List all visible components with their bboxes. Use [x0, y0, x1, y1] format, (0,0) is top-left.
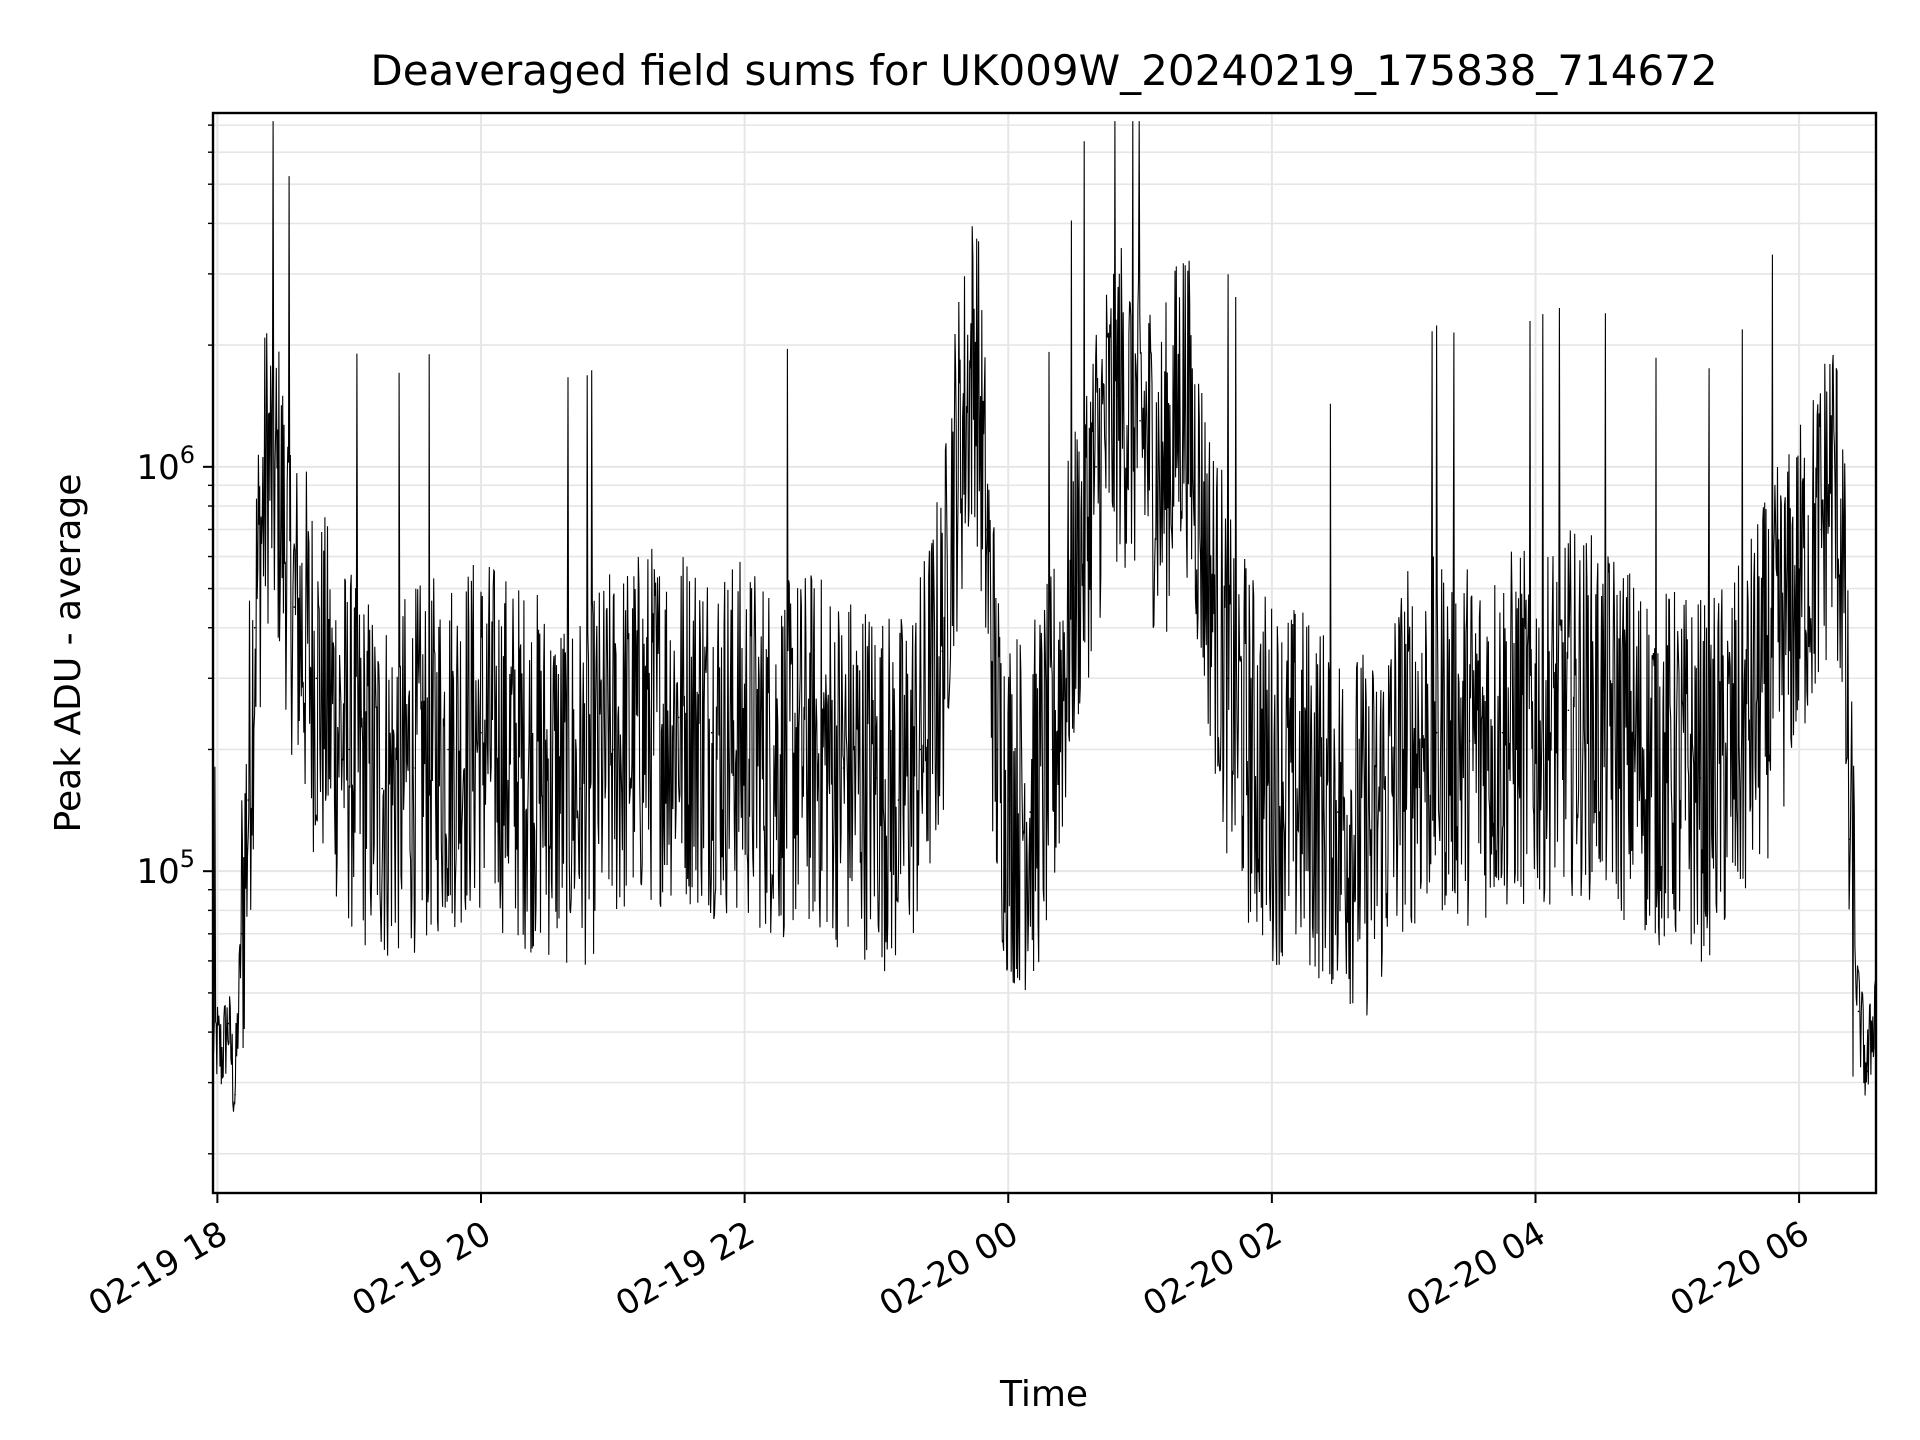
plot-area	[212, 121, 1877, 1112]
data-point	[1161, 484, 1163, 487]
data-point	[963, 420, 966, 422]
data-point	[776, 757, 779, 760]
data-point	[221, 1054, 223, 1057]
data-point	[1534, 724, 1537, 726]
data-point	[1073, 587, 1075, 590]
data-point	[1183, 383, 1185, 386]
y-tick-label: 105	[136, 845, 195, 892]
data-point	[315, 677, 318, 680]
data-point	[677, 716, 680, 719]
data-point	[267, 457, 269, 460]
data-point	[1227, 677, 1229, 680]
data-point	[1699, 777, 1702, 779]
data-point	[227, 1022, 230, 1025]
data-point	[234, 1093, 236, 1096]
data-point	[809, 748, 812, 751]
chart-title: Deaveraged field sums for UK009W_2024021…	[370, 46, 1717, 95]
data-point	[1765, 677, 1767, 680]
x-axis-label: Time	[999, 1374, 1088, 1415]
data-point	[710, 731, 713, 734]
data-point	[1304, 787, 1306, 790]
data-point	[842, 767, 845, 769]
data-point	[1666, 767, 1669, 769]
data-point	[996, 748, 999, 751]
axes-frame	[211, 111, 1878, 1195]
data-point	[1842, 555, 1844, 558]
data-point	[645, 724, 647, 726]
data-point	[952, 484, 955, 487]
data-point	[1007, 799, 1010, 801]
data-point	[1117, 394, 1119, 397]
data-point	[579, 787, 581, 790]
data-point	[875, 777, 878, 779]
data-point	[1848, 838, 1851, 840]
data-point	[1600, 716, 1603, 719]
data-point	[348, 748, 351, 751]
data-point	[1051, 748, 1053, 751]
data-point	[546, 777, 548, 779]
data-point	[447, 748, 449, 751]
data-point	[247, 799, 249, 801]
data-point	[974, 344, 977, 346]
data-point	[1468, 740, 1471, 742]
data-point	[1369, 838, 1372, 840]
data-point	[240, 933, 243, 935]
data-point	[612, 748, 614, 751]
y-axis-label: Peak ADU - average	[48, 474, 89, 833]
data-point	[743, 740, 746, 742]
data-point	[1501, 731, 1504, 734]
data-point	[280, 505, 282, 507]
data-point	[260, 528, 263, 531]
data-point	[253, 626, 256, 629]
data-point	[919, 748, 922, 751]
data-point	[1139, 420, 1141, 422]
data-point	[1857, 1010, 1860, 1013]
data-point	[1831, 466, 1833, 468]
data-point	[293, 606, 296, 608]
data-point	[1732, 757, 1734, 760]
data-point	[1095, 466, 1097, 468]
data-point	[1866, 1070, 1868, 1073]
data-point	[985, 528, 988, 531]
series-line	[212, 121, 1877, 1112]
data-point	[381, 787, 384, 790]
data-point	[414, 767, 416, 769]
data-point	[1567, 709, 1570, 712]
data-point	[1435, 731, 1438, 734]
data-point	[513, 757, 515, 760]
data-point	[273, 484, 276, 487]
data-point	[1029, 811, 1031, 813]
y-tick-label: 106	[136, 441, 195, 488]
data-point	[1249, 748, 1251, 751]
data-point	[1798, 587, 1800, 590]
data-point	[1633, 748, 1636, 751]
data-point	[1820, 528, 1822, 531]
data-point	[1402, 748, 1405, 751]
data-point	[941, 650, 944, 652]
data-point	[1205, 555, 1207, 558]
data-point	[480, 731, 482, 734]
data-point	[897, 799, 900, 801]
data-point	[1337, 811, 1339, 813]
data-point	[1271, 777, 1273, 779]
